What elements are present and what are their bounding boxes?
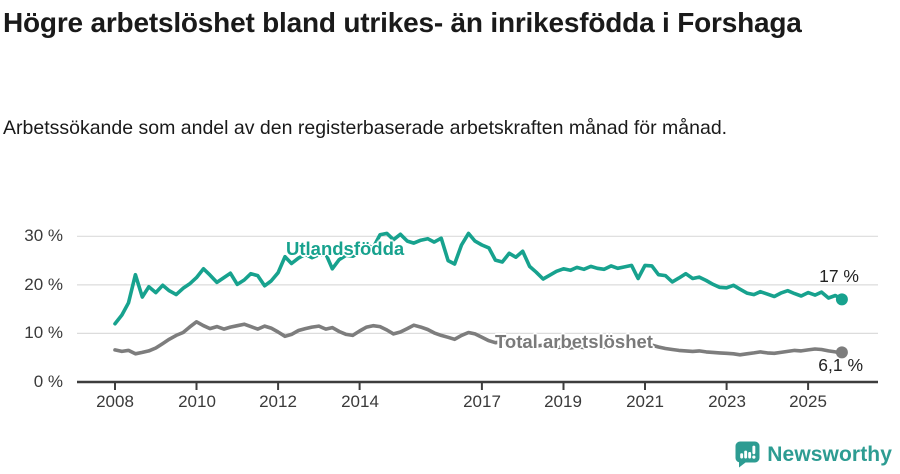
series-line-utlandsfodda (113, 231, 844, 326)
end-value-utlandsfodda: 17 % (819, 266, 859, 286)
newsworthy-logo-icon (735, 441, 760, 468)
brand-name: Newsworthy (767, 442, 892, 466)
chart-title: Högre arbetslöshet bland utrikes- än inr… (3, 7, 802, 38)
y-tick-label: 0 % (33, 372, 63, 391)
x-tick-label: 2014 (341, 392, 379, 411)
end-value-total-arbetsloshet: 6,1 % (818, 355, 863, 375)
x-tick-label: 2017 (463, 392, 501, 411)
newsworthy-attribution[interactable]: Newsworthy (735, 441, 892, 468)
series-line-total (113, 320, 844, 357)
x-tick-label: 2008 (96, 392, 134, 411)
series-label-utlandsfodda: Utlandsfödda (286, 238, 405, 259)
x-tick-label: 2019 (544, 392, 582, 411)
series-endpoint-dot-total (835, 346, 848, 359)
y-tick-label: 10 % (24, 323, 63, 342)
x-tick-label: 2021 (626, 392, 664, 411)
y-tick-label: 20 % (24, 275, 63, 294)
line-chart: 0 % 10 % 20 % 30 % 2008 2010 2012 2014 2017 2019… (0, 205, 900, 420)
chart-subtitle: Arbetssökande som andel av den registerb… (3, 117, 728, 139)
plot-area (77, 231, 878, 390)
series-endpoint-dot-utlandsfodda (835, 293, 848, 306)
y-tick-label: 30 % (24, 226, 63, 245)
x-tick-label: 2025 (789, 392, 827, 411)
x-tick-label: 2023 (708, 392, 746, 411)
series-label-total-arbetsloshet: Total arbetslöshet (495, 331, 653, 352)
x-tick-label: 2012 (259, 392, 297, 411)
x-tick-label: 2010 (178, 392, 216, 411)
